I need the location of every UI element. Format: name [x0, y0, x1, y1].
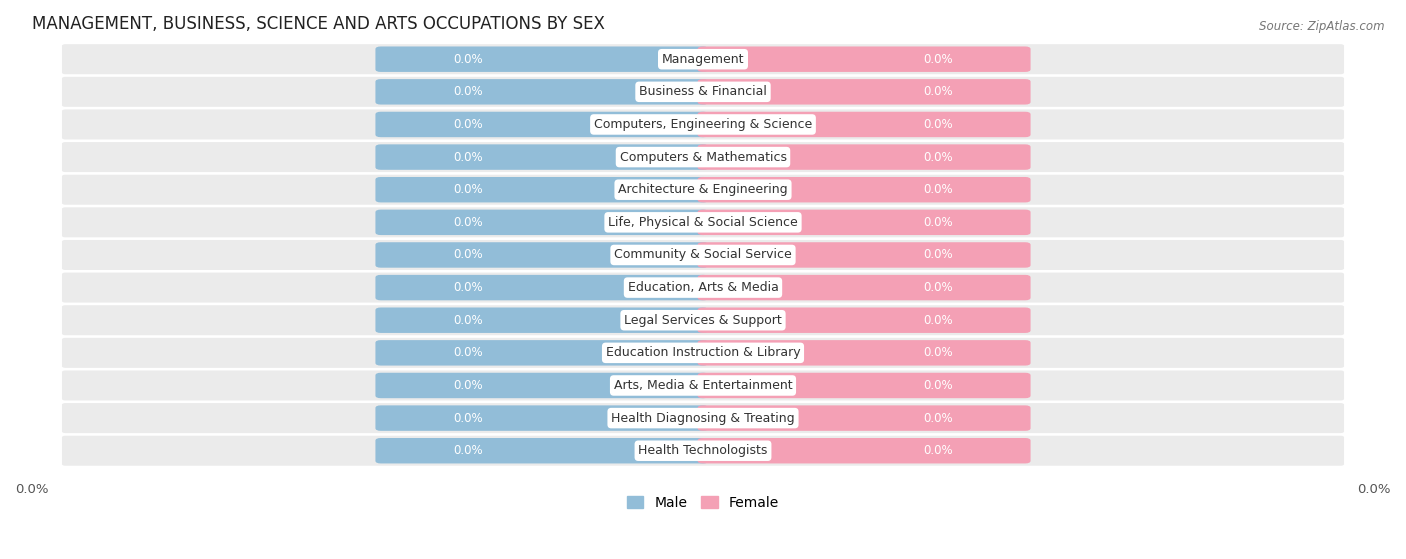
FancyBboxPatch shape: [697, 340, 1031, 366]
Text: 0.0%: 0.0%: [453, 248, 482, 262]
FancyBboxPatch shape: [375, 307, 709, 333]
FancyBboxPatch shape: [62, 371, 1344, 400]
FancyBboxPatch shape: [62, 207, 1344, 238]
FancyBboxPatch shape: [697, 144, 1031, 170]
FancyBboxPatch shape: [697, 438, 1031, 463]
Text: 0.0%: 0.0%: [453, 444, 482, 457]
FancyBboxPatch shape: [375, 112, 709, 137]
Text: Education Instruction & Library: Education Instruction & Library: [606, 347, 800, 359]
FancyBboxPatch shape: [697, 242, 1031, 268]
FancyBboxPatch shape: [375, 144, 709, 170]
Text: 0.0%: 0.0%: [924, 314, 953, 326]
FancyBboxPatch shape: [375, 340, 709, 366]
Text: 0.0%: 0.0%: [924, 411, 953, 425]
FancyBboxPatch shape: [375, 373, 709, 398]
Text: 0.0%: 0.0%: [453, 379, 482, 392]
Text: 0.0%: 0.0%: [453, 118, 482, 131]
FancyBboxPatch shape: [697, 79, 1031, 105]
FancyBboxPatch shape: [62, 44, 1344, 74]
Text: 0.0%: 0.0%: [924, 347, 953, 359]
FancyBboxPatch shape: [697, 373, 1031, 398]
FancyBboxPatch shape: [375, 79, 709, 105]
FancyBboxPatch shape: [62, 110, 1344, 139]
FancyBboxPatch shape: [697, 112, 1031, 137]
FancyBboxPatch shape: [697, 307, 1031, 333]
FancyBboxPatch shape: [697, 405, 1031, 431]
Text: Source: ZipAtlas.com: Source: ZipAtlas.com: [1260, 20, 1385, 32]
Text: Community & Social Service: Community & Social Service: [614, 248, 792, 262]
Text: Computers, Engineering & Science: Computers, Engineering & Science: [593, 118, 813, 131]
Text: 0.0%: 0.0%: [924, 183, 953, 196]
Text: 0.0%: 0.0%: [924, 444, 953, 457]
FancyBboxPatch shape: [375, 405, 709, 431]
FancyBboxPatch shape: [62, 338, 1344, 368]
Text: Health Diagnosing & Treating: Health Diagnosing & Treating: [612, 411, 794, 425]
FancyBboxPatch shape: [62, 273, 1344, 302]
Text: Education, Arts & Media: Education, Arts & Media: [627, 281, 779, 294]
FancyBboxPatch shape: [375, 46, 709, 72]
FancyBboxPatch shape: [62, 175, 1344, 205]
Text: 0.0%: 0.0%: [924, 150, 953, 164]
FancyBboxPatch shape: [375, 438, 709, 463]
Text: 0.0%: 0.0%: [453, 216, 482, 229]
FancyBboxPatch shape: [375, 177, 709, 202]
Text: 0.0%: 0.0%: [924, 281, 953, 294]
Legend: Male, Female: Male, Female: [621, 490, 785, 515]
Text: Legal Services & Support: Legal Services & Support: [624, 314, 782, 326]
Text: 0.0%: 0.0%: [453, 86, 482, 98]
Text: 0.0%: 0.0%: [924, 216, 953, 229]
FancyBboxPatch shape: [375, 210, 709, 235]
FancyBboxPatch shape: [62, 142, 1344, 172]
Text: Life, Physical & Social Science: Life, Physical & Social Science: [609, 216, 797, 229]
Text: Architecture & Engineering: Architecture & Engineering: [619, 183, 787, 196]
FancyBboxPatch shape: [375, 242, 709, 268]
Text: 0.0%: 0.0%: [453, 347, 482, 359]
Text: Arts, Media & Entertainment: Arts, Media & Entertainment: [613, 379, 793, 392]
FancyBboxPatch shape: [697, 275, 1031, 300]
Text: Business & Financial: Business & Financial: [640, 86, 766, 98]
FancyBboxPatch shape: [697, 46, 1031, 72]
Text: Health Technologists: Health Technologists: [638, 444, 768, 457]
Text: 0.0%: 0.0%: [924, 86, 953, 98]
FancyBboxPatch shape: [62, 240, 1344, 270]
Text: 0.0%: 0.0%: [924, 118, 953, 131]
Text: 0.0%: 0.0%: [453, 53, 482, 66]
Text: 0.0%: 0.0%: [924, 248, 953, 262]
FancyBboxPatch shape: [62, 305, 1344, 335]
FancyBboxPatch shape: [62, 403, 1344, 433]
Text: 0.0%: 0.0%: [924, 379, 953, 392]
Text: 0.0%: 0.0%: [453, 150, 482, 164]
Text: 0.0%: 0.0%: [924, 53, 953, 66]
FancyBboxPatch shape: [62, 435, 1344, 466]
Text: Management: Management: [662, 53, 744, 66]
FancyBboxPatch shape: [697, 210, 1031, 235]
FancyBboxPatch shape: [697, 177, 1031, 202]
Text: 0.0%: 0.0%: [453, 281, 482, 294]
Text: 0.0%: 0.0%: [453, 314, 482, 326]
FancyBboxPatch shape: [375, 275, 709, 300]
Text: 0.0%: 0.0%: [453, 183, 482, 196]
Text: 0.0%: 0.0%: [453, 411, 482, 425]
Text: MANAGEMENT, BUSINESS, SCIENCE AND ARTS OCCUPATIONS BY SEX: MANAGEMENT, BUSINESS, SCIENCE AND ARTS O…: [32, 15, 605, 33]
FancyBboxPatch shape: [62, 77, 1344, 107]
Text: Computers & Mathematics: Computers & Mathematics: [620, 150, 786, 164]
